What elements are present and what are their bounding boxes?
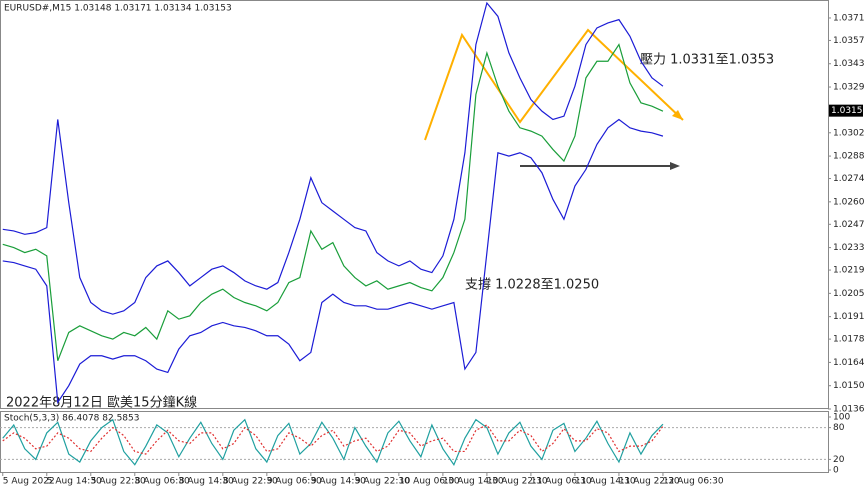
y-tick-label: 20 bbox=[833, 455, 845, 465]
x-tick-label: 11 Aug 06:30 bbox=[531, 477, 592, 487]
arrow-head bbox=[670, 162, 680, 170]
y-tick-label: 1.02605 bbox=[833, 197, 865, 207]
x-tick-label: 8 Aug 06:30 bbox=[135, 477, 190, 487]
last-price-label: 1.03153 bbox=[831, 106, 865, 116]
y-tick-label: 1.01500 bbox=[833, 381, 865, 391]
x-tick-label: 9 Aug 22:30 bbox=[355, 477, 410, 487]
y-tick-label: 80 bbox=[833, 423, 845, 433]
x-tick-label: 9 Aug 14:30 bbox=[311, 477, 366, 487]
series-line bbox=[2, 1, 664, 315]
y-tick-label: 1.01640 bbox=[833, 358, 865, 368]
stoch-frame bbox=[0, 411, 829, 473]
y-tick-label: 0 bbox=[833, 466, 839, 476]
series-line bbox=[2, 424, 664, 455]
series-line bbox=[2, 418, 664, 466]
x-tick-label: 5 Aug 2022 bbox=[3, 477, 55, 487]
y-tick-label: 1.02880 bbox=[833, 152, 865, 162]
y-tick-label: 1.03020 bbox=[833, 128, 865, 138]
chart-title: EURUSD#,M15 1.03148 1.03171 1.03134 1.03… bbox=[4, 4, 232, 14]
y-tick-label: 100 bbox=[833, 413, 850, 423]
x-tick-label: 10 Aug 14:30 bbox=[443, 477, 504, 487]
series-line bbox=[2, 118, 664, 405]
x-tick-label: 10 Aug 06:30 bbox=[399, 477, 460, 487]
y-tick-label: 1.03435 bbox=[833, 59, 865, 69]
x-tick-label: 9 Aug 06:30 bbox=[267, 477, 322, 487]
main-frame bbox=[0, 0, 829, 409]
y-tick-label: 1.03710 bbox=[833, 13, 865, 23]
annotation: 支撐 1.0228至1.0250 bbox=[465, 278, 599, 293]
x-tick-label: 8 Aug 14:30 bbox=[179, 477, 234, 487]
y-tick-label: 1.02745 bbox=[833, 174, 865, 184]
x-tick-label: 8 Aug 22:30 bbox=[223, 477, 278, 487]
y-tick-label: 1.02195 bbox=[833, 266, 865, 276]
y-tick-label: 1.03295 bbox=[833, 83, 865, 93]
pattern-line bbox=[424, 28, 684, 141]
y-tick-label: 1.02055 bbox=[833, 289, 865, 299]
x-tick-label: 12 Aug 06:30 bbox=[663, 477, 724, 487]
annotation: 壓力 1.0331至1.0353 bbox=[640, 53, 774, 68]
y-tick-label: 1.02470 bbox=[833, 220, 865, 230]
series-line bbox=[2, 43, 664, 361]
y-tick-label: 1.01360 bbox=[833, 405, 865, 415]
stoch-title: Stoch(5,3,3) 86.4078 82.5853 bbox=[4, 414, 139, 424]
y-tick-label: 1.01915 bbox=[833, 312, 865, 322]
x-tick-label: 11 Aug 14:30 bbox=[575, 477, 636, 487]
y-tick-label: 1.03575 bbox=[833, 36, 865, 46]
y-tick-label: 1.02330 bbox=[833, 243, 865, 253]
x-tick-label: 5 Aug 14:30 bbox=[47, 477, 102, 487]
arrow-head bbox=[672, 110, 683, 120]
annotation: 2022年8月12日 歐美15分鐘K線 bbox=[6, 395, 197, 411]
x-tick-label: 11 Aug 22:30 bbox=[619, 477, 680, 487]
x-tick-label: 10 Aug 22:30 bbox=[487, 477, 548, 487]
y-tick-label: 1.01780 bbox=[833, 335, 865, 345]
last-price-box bbox=[829, 104, 863, 117]
x-tick-label: 5 Aug 22:30 bbox=[91, 477, 146, 487]
